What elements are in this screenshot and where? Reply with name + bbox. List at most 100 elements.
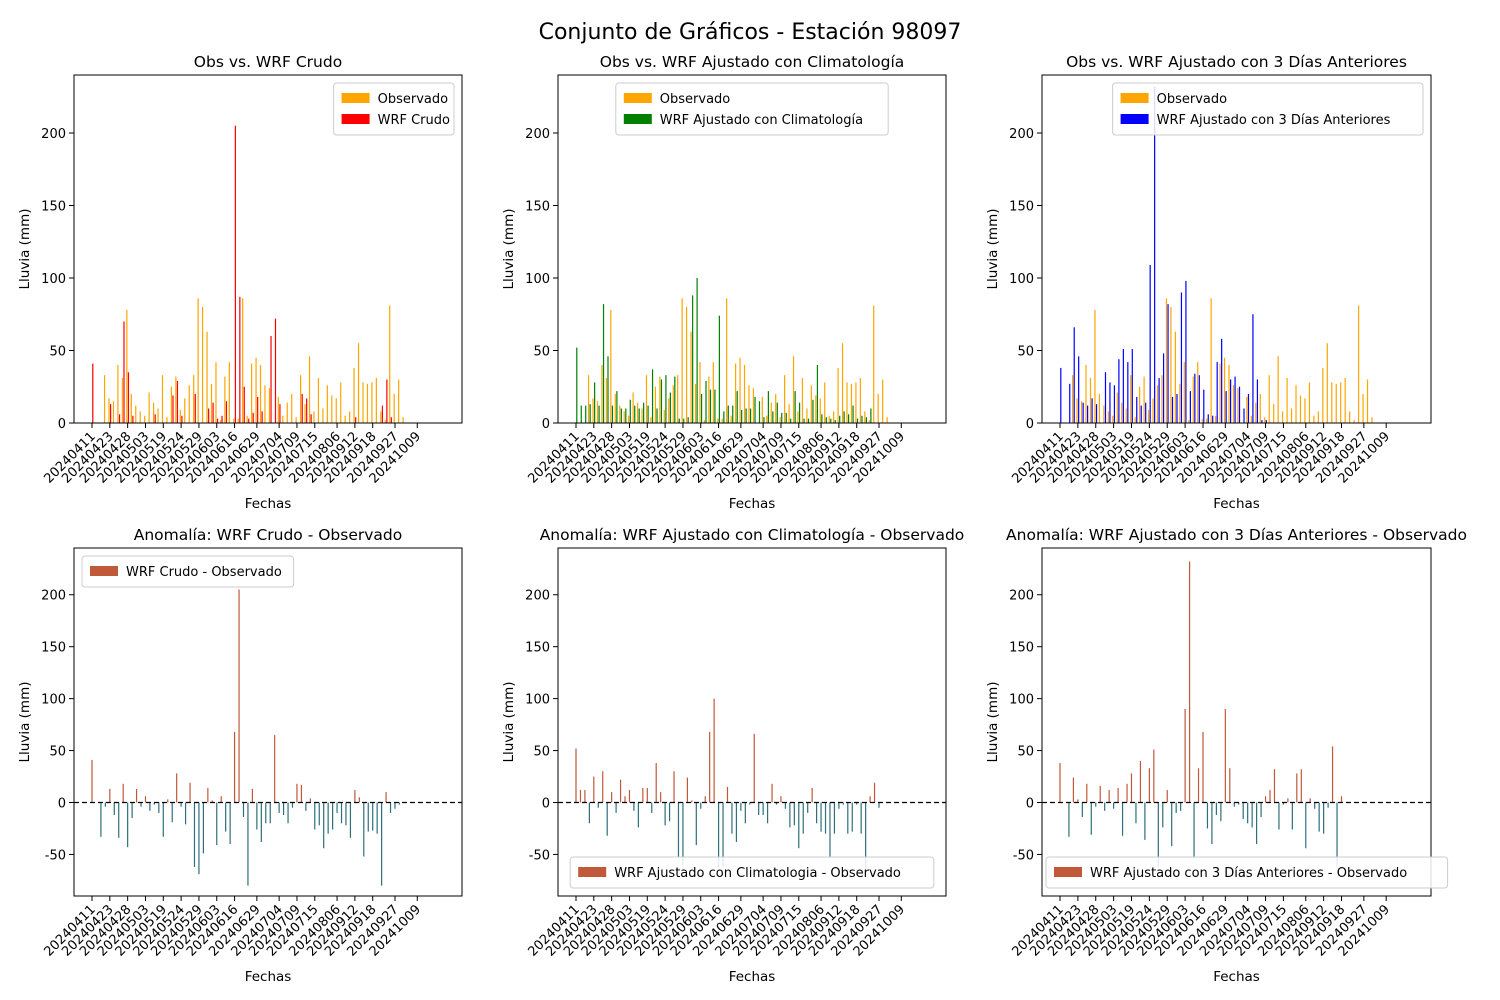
- legend-box: [1045, 856, 1449, 889]
- bar-2-23: [1158, 378, 1160, 423]
- legend-swatch-2: [1120, 114, 1149, 124]
- y-tick-label: 200: [41, 127, 66, 142]
- bar-1-46: [775, 394, 777, 423]
- bar-1-10: [614, 394, 616, 423]
- bar-2-58: [830, 418, 832, 423]
- bar-1-58: [345, 802, 347, 826]
- bar-2-8: [123, 321, 125, 423]
- bar-1-10: [615, 802, 617, 813]
- bar-1-65: [860, 802, 862, 834]
- bar-1-62: [846, 382, 848, 423]
- bar-1-48: [300, 375, 302, 423]
- bar-1-53: [806, 408, 808, 423]
- bar-2-41: [754, 396, 756, 423]
- bar-1-39: [744, 802, 746, 824]
- bar-1-21: [180, 802, 182, 807]
- bar-1-59: [349, 411, 351, 423]
- bar-1-23: [1156, 385, 1159, 423]
- bar-1-24: [1162, 802, 1164, 828]
- bar-1-27: [1175, 802, 1177, 813]
- bar-1-30: [704, 796, 706, 803]
- bar-1-31: [709, 731, 711, 803]
- bar-2-3: [585, 405, 587, 423]
- bar-2-9: [611, 405, 614, 423]
- bar-1-44: [1251, 802, 1253, 828]
- bar-1-35: [242, 802, 245, 818]
- bar-1-25: [1165, 298, 1168, 423]
- bar-1-18: [651, 802, 653, 813]
- bar-1-62: [363, 802, 365, 857]
- bar-1-49: [304, 404, 306, 423]
- legend-swatch-2: [623, 114, 652, 124]
- axes-frame: [1041, 547, 1432, 897]
- bar-1-15: [153, 802, 155, 805]
- bar-1-7: [117, 365, 119, 423]
- bar-1-57: [340, 802, 343, 824]
- bar-1-61: [842, 802, 844, 805]
- bar-2-39: [261, 411, 263, 423]
- bar-1-17: [162, 802, 164, 837]
- series-1: [575, 698, 880, 869]
- bar-1-29: [1183, 362, 1185, 423]
- bar-2-38: [741, 409, 743, 423]
- bar-2-35: [1212, 415, 1214, 423]
- bar-1-34: [1206, 802, 1209, 829]
- bar-1-63: [851, 802, 853, 832]
- bar-1-70: [398, 802, 401, 805]
- bar-1-40: [264, 385, 266, 423]
- bar-1-50: [308, 356, 311, 423]
- bar-2-8: [607, 356, 609, 423]
- y-axis-label: Lluvia (mm): [501, 682, 517, 763]
- bar-1-29: [1184, 709, 1186, 803]
- bar-1-56: [1304, 398, 1306, 423]
- bar-1-17: [161, 375, 164, 423]
- y-tick-label: 50: [49, 745, 66, 760]
- bar-1-28: [1180, 802, 1182, 811]
- bar-1-16: [158, 802, 160, 813]
- bar-1-44: [766, 415, 768, 423]
- bar-1-9: [610, 309, 612, 423]
- axes-frame: [73, 74, 463, 424]
- bar-1-37: [735, 363, 737, 423]
- bar-1-48: [784, 375, 786, 423]
- bar-1-37: [251, 789, 254, 803]
- bar-2-37: [1221, 338, 1223, 423]
- legend-swatch-1: [90, 566, 118, 576]
- bar-1-18: [650, 417, 652, 423]
- bar-1-25: [197, 298, 199, 423]
- bar-1-41: [752, 388, 755, 423]
- bar-2-35: [727, 405, 729, 423]
- chart-panel-3: 0501001502002024041120240423202404282024…: [985, 53, 1432, 512]
- x-axis-label: Fechas: [245, 969, 292, 985]
- bar-2-64: [856, 418, 859, 423]
- bar-1-29: [699, 362, 701, 423]
- bar-2-13: [1113, 385, 1116, 423]
- bar-2-10: [132, 415, 134, 423]
- bar-1-45: [286, 402, 288, 423]
- axes-frame: [73, 547, 463, 897]
- bar-1-4: [104, 802, 106, 807]
- legend: Observado WRF Crudo: [333, 82, 455, 136]
- bar-1-68: [389, 305, 391, 423]
- bar-1-27: [690, 331, 692, 423]
- bar-1-20: [1144, 802, 1146, 840]
- bar-2-47: [1265, 420, 1267, 423]
- bar-2-42: [1243, 408, 1245, 423]
- bar-1-11: [1103, 405, 1105, 423]
- y-tick-label: 0: [542, 797, 550, 812]
- bar-2-29: [216, 418, 219, 423]
- legend-box: [615, 82, 889, 136]
- bar-1-31: [708, 376, 710, 423]
- bar-1-18: [1134, 417, 1136, 423]
- bar-1-23: [1157, 802, 1159, 867]
- bar-1-70: [398, 379, 400, 423]
- bar-2-67: [870, 408, 872, 423]
- bar-1-65: [375, 378, 377, 423]
- bar-1-59: [833, 411, 835, 423]
- bar-2-37: [736, 391, 738, 423]
- bar-1-32: [229, 802, 231, 845]
- bar-2-39: [1230, 379, 1232, 423]
- bar-1-26: [686, 777, 688, 803]
- y-tick-label: 100: [1009, 693, 1034, 708]
- bar-1-12: [139, 411, 141, 423]
